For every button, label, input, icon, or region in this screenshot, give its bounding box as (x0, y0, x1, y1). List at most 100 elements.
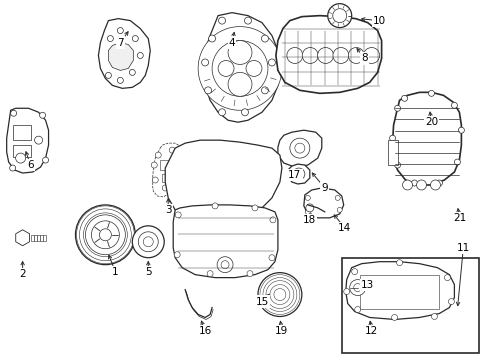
Circle shape (175, 159, 181, 165)
Circle shape (207, 271, 213, 276)
Circle shape (218, 17, 225, 24)
Circle shape (16, 153, 25, 163)
Circle shape (129, 69, 135, 75)
Bar (40, 235, 42, 241)
Circle shape (416, 180, 426, 190)
Circle shape (349, 280, 365, 296)
Circle shape (169, 147, 175, 153)
Bar (387, 140, 397, 165)
Bar (162, 174, 174, 182)
Circle shape (42, 157, 48, 163)
Circle shape (10, 165, 16, 171)
Circle shape (343, 289, 349, 294)
Text: 16: 16 (198, 327, 211, 336)
Circle shape (351, 269, 357, 275)
Circle shape (305, 195, 310, 201)
Circle shape (246, 271, 252, 276)
Text: 12: 12 (364, 327, 378, 336)
Text: 4: 4 (228, 37, 235, 48)
Text: 11: 11 (456, 243, 469, 253)
Circle shape (391, 315, 397, 320)
Text: 7: 7 (117, 37, 123, 48)
Text: 1: 1 (112, 267, 119, 276)
Polygon shape (345, 262, 453, 319)
Circle shape (305, 204, 313, 212)
Circle shape (244, 17, 251, 24)
Text: 20: 20 (424, 117, 437, 127)
Bar (37, 235, 40, 241)
Bar (34, 235, 37, 241)
Text: 9: 9 (321, 183, 327, 193)
Circle shape (212, 41, 267, 96)
Circle shape (174, 252, 180, 258)
Polygon shape (287, 164, 309, 184)
Circle shape (402, 180, 412, 190)
Text: 17: 17 (287, 170, 301, 180)
Polygon shape (392, 92, 461, 185)
Text: 5: 5 (144, 267, 151, 276)
Circle shape (251, 205, 258, 211)
Circle shape (241, 109, 248, 116)
Circle shape (327, 4, 351, 28)
Circle shape (227, 41, 251, 64)
Circle shape (332, 9, 346, 23)
Circle shape (427, 90, 433, 96)
Bar (13, 145, 31, 157)
Circle shape (175, 212, 181, 218)
Polygon shape (173, 205, 277, 278)
Circle shape (173, 175, 179, 181)
Circle shape (453, 159, 459, 165)
Polygon shape (152, 143, 182, 197)
Text: 10: 10 (372, 15, 386, 26)
Circle shape (40, 112, 45, 118)
Circle shape (99, 229, 111, 241)
Circle shape (151, 162, 157, 168)
Circle shape (289, 138, 309, 158)
Text: 8: 8 (361, 54, 367, 63)
Circle shape (268, 255, 274, 261)
Circle shape (335, 195, 340, 201)
Text: 18: 18 (303, 215, 316, 225)
Circle shape (155, 152, 161, 158)
Circle shape (162, 185, 168, 191)
Circle shape (286, 48, 302, 63)
Polygon shape (303, 188, 343, 218)
Circle shape (317, 48, 333, 63)
Circle shape (394, 162, 400, 168)
Circle shape (198, 27, 281, 110)
Circle shape (91, 221, 119, 249)
Polygon shape (7, 108, 48, 173)
Bar (31, 235, 34, 241)
Circle shape (447, 298, 453, 305)
Circle shape (75, 205, 135, 265)
Circle shape (117, 28, 123, 33)
Polygon shape (203, 13, 279, 122)
Circle shape (85, 215, 125, 255)
Circle shape (11, 110, 17, 116)
Circle shape (35, 136, 42, 144)
Bar (160, 160, 174, 170)
Circle shape (429, 180, 440, 190)
Bar (13, 125, 31, 140)
Circle shape (208, 35, 215, 42)
Circle shape (268, 59, 275, 66)
Circle shape (436, 180, 442, 186)
Bar (341, 258, 478, 353)
Polygon shape (277, 130, 321, 167)
Polygon shape (275, 15, 381, 93)
Circle shape (353, 284, 361, 292)
Text: 14: 14 (337, 223, 350, 233)
Text: 21: 21 (452, 213, 465, 223)
Circle shape (143, 237, 153, 247)
Bar (359, 275, 439, 310)
Text: 6: 6 (27, 160, 34, 170)
Circle shape (107, 36, 113, 41)
Polygon shape (98, 19, 150, 88)
Circle shape (444, 275, 449, 280)
Circle shape (394, 105, 400, 111)
Circle shape (389, 135, 395, 141)
Circle shape (363, 48, 379, 63)
Circle shape (457, 127, 464, 133)
Text: 15: 15 (255, 297, 268, 306)
Circle shape (105, 72, 111, 78)
